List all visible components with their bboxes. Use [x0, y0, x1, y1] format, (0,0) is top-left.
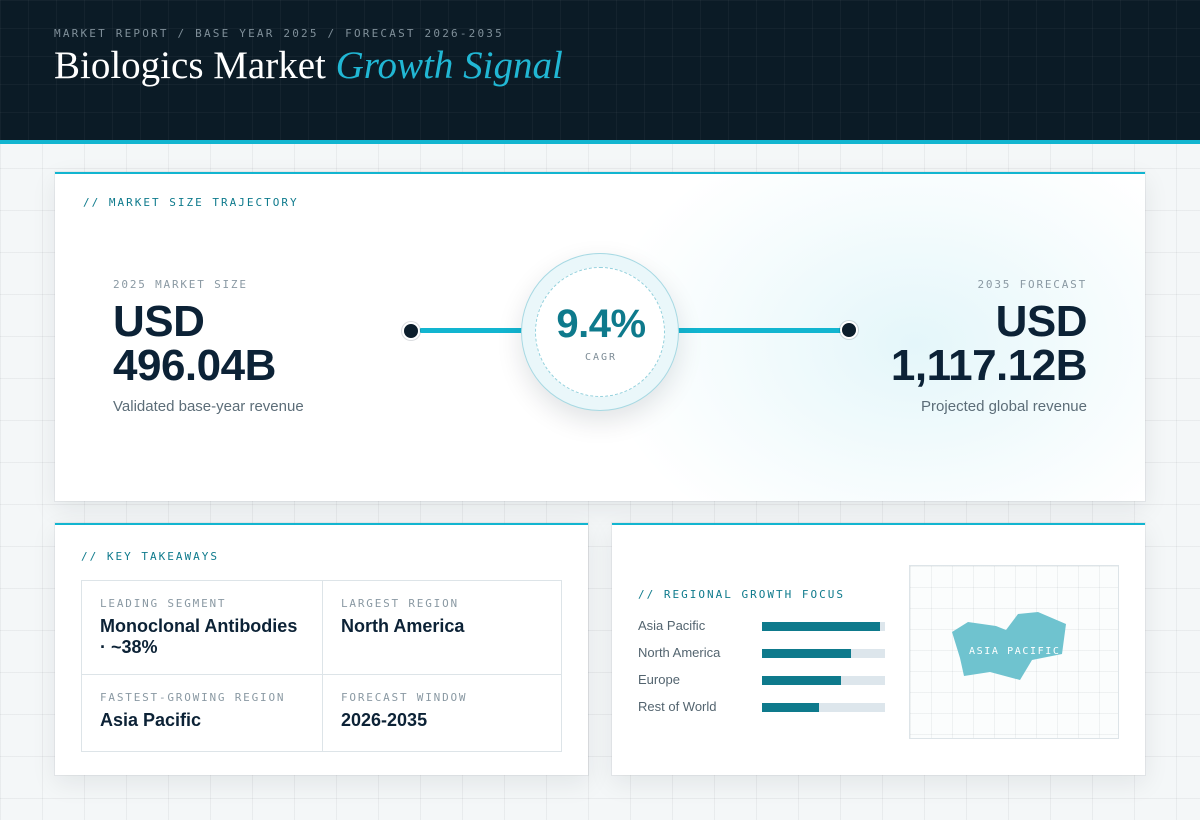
takeaway-value: Monoclonal Antibodies · ~38% — [100, 616, 298, 657]
end-metric-caption: Projected global revenue — [921, 398, 1087, 415]
takeaway-label: FASTEST-GROWING REGION — [100, 691, 286, 704]
takeaway-forecast-window: FORECAST WINDOW 2026-2035 — [322, 674, 562, 751]
takeaway-value: North America — [341, 616, 465, 636]
region-bar-track — [762, 622, 885, 631]
cagr-label: CAGR — [584, 352, 618, 363]
cagr-badge-inner: 9.4% CAGR — [535, 267, 665, 397]
takeaway-value: 2026-2035 — [341, 710, 428, 730]
region-row-rest-of-world: Rest of World — [638, 699, 888, 714]
trajectory-line-right — [663, 328, 843, 333]
region-bar-fill — [762, 676, 841, 685]
region-bar-track — [762, 703, 885, 712]
start-metric-label: 2025 MARKET SIZE — [113, 278, 248, 291]
start-metric-amount: 496.04B — [113, 341, 276, 390]
region-bar-fill — [762, 703, 819, 712]
region-row-asia-pacific: Asia Pacific — [638, 618, 888, 633]
end-metric-label: 2035 FORECAST — [977, 278, 1087, 291]
region-name: Rest of World — [638, 699, 717, 714]
region-bar-track — [762, 649, 885, 658]
takeaway-label: LEADING SEGMENT — [100, 597, 227, 610]
title-main: Biologics Market — [54, 44, 326, 87]
start-metric-caption: Validated base-year revenue — [113, 398, 304, 415]
takeaway-value: Asia Pacific — [100, 710, 202, 730]
end-point-marker — [840, 321, 858, 339]
takeaway-label: LARGEST REGION — [341, 597, 459, 610]
start-metric-currency: USD — [113, 297, 205, 346]
report-breadcrumb: MARKET REPORT / BASE YEAR 2025 / FORECAS… — [54, 27, 504, 40]
cagr-value: 9.4% — [556, 302, 646, 346]
market-size-card: // MARKET SIZE TRAJECTORY 2025 MARKET SI… — [55, 172, 1145, 501]
asia-pacific-region-polygon — [952, 612, 1066, 680]
region-bar-fill — [762, 649, 851, 658]
end-metric-amount: 1,117.12B — [890, 341, 1088, 390]
end-metric-currency: USD — [995, 297, 1088, 346]
key-takeaways-section-label: // KEY TAKEAWAYS — [81, 550, 219, 563]
takeaways-grid: LEADING SEGMENT Monoclonal Antibodies · … — [81, 580, 562, 752]
region-bar-fill — [762, 622, 881, 631]
takeaway-largest-region: LARGEST REGION North America — [322, 581, 562, 674]
start-point-marker — [402, 322, 420, 340]
key-takeaways-card: // KEY TAKEAWAYS LEADING SEGMENT Monoclo… — [55, 523, 588, 775]
title-accent: Growth Signal — [335, 44, 563, 87]
regional-growth-card: // REGIONAL GROWTH FOCUS Asia Pacific No… — [612, 523, 1145, 775]
region-bar-track — [762, 676, 885, 685]
page-title: Biologics Market Growth Signal — [54, 43, 563, 88]
trajectory-line-left — [419, 328, 527, 333]
region-row-europe: Europe — [638, 672, 888, 687]
background-glow — [595, 174, 1145, 501]
cagr-badge: 9.4% CAGR — [521, 253, 679, 411]
market-size-section-label: // MARKET SIZE TRAJECTORY — [83, 196, 299, 209]
region-row-north-america: North America — [638, 645, 888, 660]
regional-growth-section-label: // REGIONAL GROWTH FOCUS — [638, 588, 845, 601]
report-header: MARKET REPORT / BASE YEAR 2025 / FORECAS… — [0, 0, 1200, 144]
region-map: ASIA PACIFIC — [909, 565, 1119, 739]
map-region-label: ASIA PACIFIC — [969, 646, 1061, 657]
region-name: Asia Pacific — [638, 618, 706, 633]
region-name: North America — [638, 645, 721, 660]
takeaway-leading-segment: LEADING SEGMENT Monoclonal Antibodies · … — [82, 581, 322, 674]
asia-pacific-map-shape — [952, 612, 1066, 680]
takeaway-label: FORECAST WINDOW — [341, 691, 468, 704]
takeaway-fastest-growing-region: FASTEST-GROWING REGION Asia Pacific — [82, 674, 322, 751]
region-name: Europe — [638, 672, 680, 687]
